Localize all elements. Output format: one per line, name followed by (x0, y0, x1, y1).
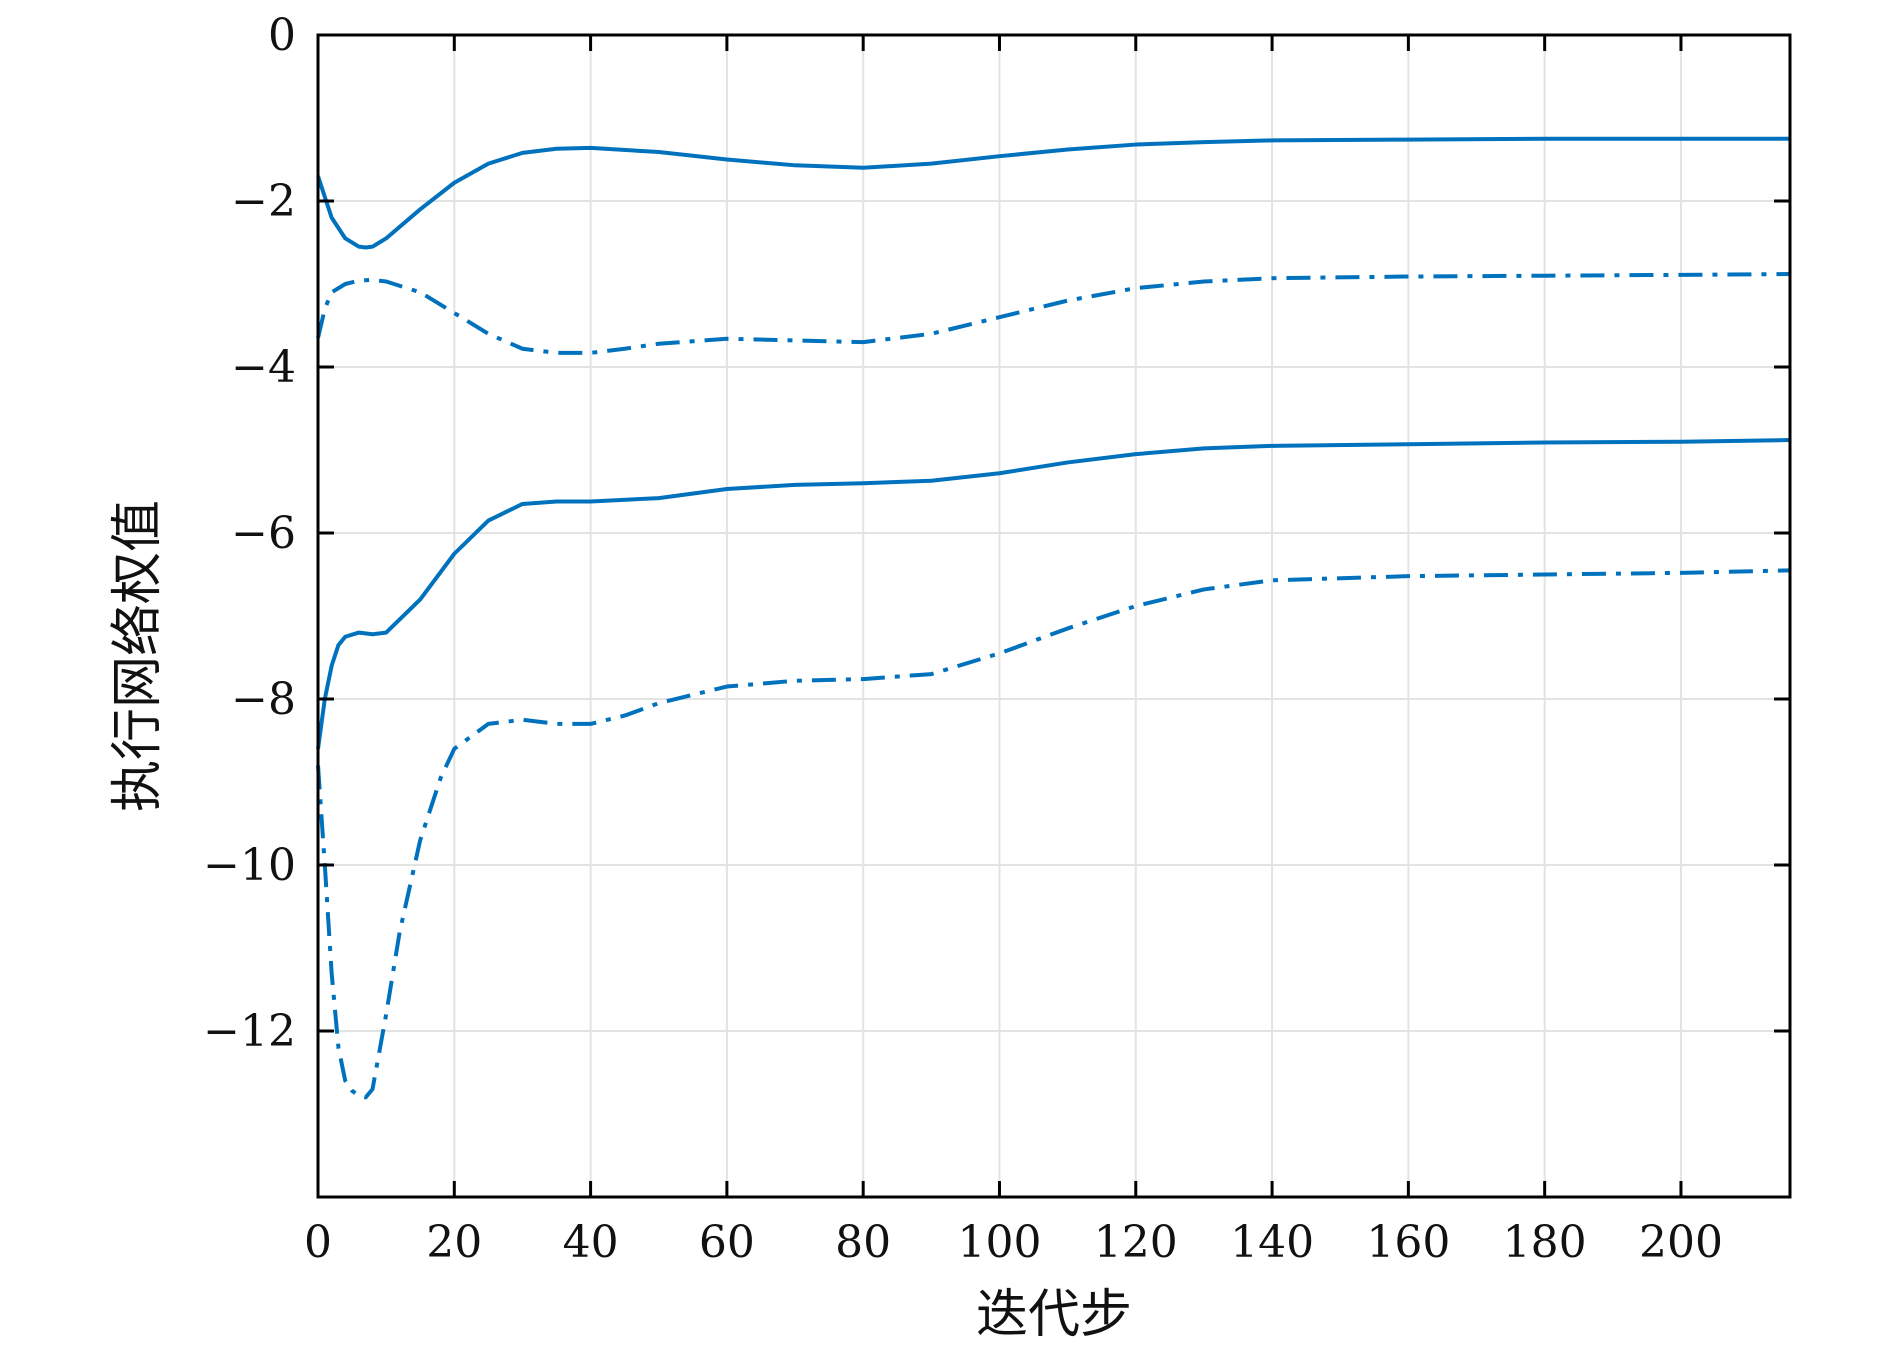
x-tick-label: 40 (563, 1217, 619, 1268)
series-layer (316, 136, 1791, 1100)
y-tick-label: −10 (203, 840, 296, 891)
y-tick-label: 0 (268, 10, 296, 61)
grid-layer (317, 34, 1790, 1197)
y-axis-title: 执行网络权值 (108, 500, 168, 812)
x-tick-label: 160 (1366, 1217, 1450, 1268)
series-line-3 (316, 438, 1791, 750)
series-line-1 (316, 136, 1790, 250)
y-tick-label: −2 (231, 176, 296, 227)
x-tick-label: 100 (957, 1217, 1041, 1268)
y-tick-label: −12 (203, 1006, 296, 1057)
x-tick-label: 180 (1503, 1217, 1587, 1268)
x-tick-label: 140 (1230, 1217, 1314, 1268)
series-line-4 (316, 568, 1791, 1100)
x-tick-label: 200 (1639, 1217, 1723, 1268)
plot-frame (316, 33, 1792, 1199)
x-tick-label: 80 (835, 1217, 891, 1268)
y-tick-label: −8 (231, 674, 296, 725)
x-tick-label: 0 (304, 1217, 332, 1268)
x-tick-label: 60 (699, 1217, 755, 1268)
tick-layer: 0 20 40 60 80 100 120 140 160 180 200 0 −2 −4 −6 −8 −10 −… (203, 10, 1790, 1268)
x-axis-title: 迭代步 (976, 1285, 1132, 1345)
x-tick-label: 120 (1094, 1217, 1178, 1268)
y-tick-label: −6 (231, 508, 296, 559)
x-tick-label: 20 (426, 1217, 482, 1268)
series-line-2 (316, 272, 1791, 355)
y-tick-label: −4 (231, 342, 296, 393)
